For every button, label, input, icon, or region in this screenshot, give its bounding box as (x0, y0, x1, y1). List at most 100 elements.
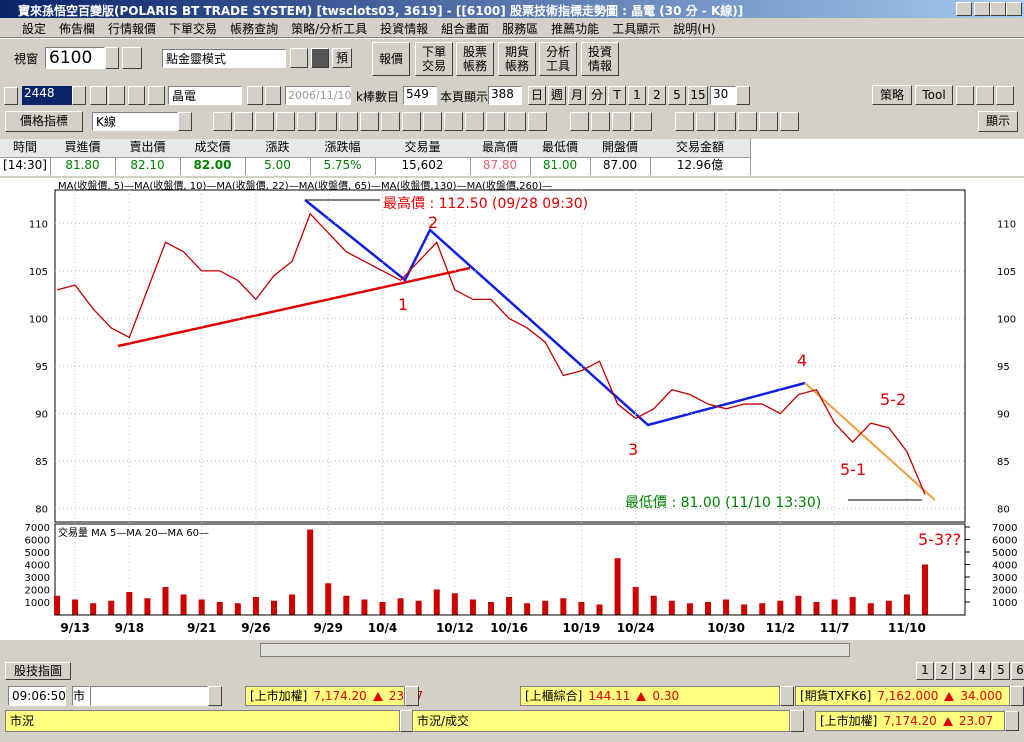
menu-item[interactable]: 服務區 (502, 21, 539, 36)
page-tab[interactable]: 4 (973, 662, 991, 680)
menu-item[interactable]: 行情報價 (108, 21, 157, 36)
prev-button[interactable] (247, 86, 263, 105)
tool-icon[interactable] (591, 112, 610, 131)
menu-item[interactable]: 說明(H) (673, 21, 716, 36)
icon-button[interactable] (148, 86, 165, 105)
period-button[interactable]: T (608, 86, 626, 105)
preset-button[interactable]: 預 (332, 48, 352, 68)
next-button[interactable] (265, 86, 281, 105)
dropdown[interactable] (72, 86, 86, 105)
dropdown[interactable] (1005, 711, 1019, 731)
menu-item[interactable]: 佈告欄 (59, 21, 96, 36)
tool-icon[interactable] (318, 112, 337, 131)
menu-item[interactable]: 投資情報 (380, 21, 429, 36)
page-tab[interactable]: 2 (935, 662, 953, 680)
menu-item[interactable]: 推薦功能 (551, 21, 600, 36)
icon-button[interactable] (996, 86, 1014, 105)
menu-item[interactable]: 策略/分析工具 (291, 21, 368, 36)
strategy-button[interactable]: 策略 (872, 85, 912, 105)
dropdown[interactable] (780, 686, 794, 706)
period-value[interactable]: 30 (710, 86, 736, 105)
menu-item[interactable]: 工具顯示 (612, 21, 661, 36)
period-button[interactable]: 2 (648, 86, 666, 105)
tool-button[interactable]: Tool (915, 85, 953, 105)
toolbar-button[interactable]: 期貨 帳務 (498, 42, 536, 76)
tool-icon[interactable] (360, 112, 379, 131)
page-show[interactable]: 388 (488, 86, 522, 105)
page-tab[interactable]: 6 (1011, 662, 1024, 680)
menu-item[interactable]: 設定 (22, 21, 47, 36)
tool-icon[interactable] (507, 112, 526, 131)
toolbar-button[interactable]: 股票 帳務 (456, 42, 494, 76)
tool-icon[interactable] (402, 112, 421, 131)
tool-icon[interactable] (528, 112, 547, 131)
dropdown[interactable] (736, 86, 750, 105)
tool-icon[interactable] (465, 112, 484, 131)
period-button[interactable]: 週 (548, 86, 566, 105)
tool-icon[interactable] (339, 112, 358, 131)
icon[interactable] (4, 87, 18, 105)
tool-icon[interactable] (633, 112, 652, 131)
dropdown[interactable] (1010, 686, 1024, 706)
toolbar-button[interactable]: 報價 (372, 42, 410, 76)
tool-icon[interactable] (717, 112, 736, 131)
period-button[interactable]: 1 (628, 86, 646, 105)
tool-icon[interactable] (444, 112, 463, 131)
menu-item[interactable]: 組合畫面 (441, 21, 490, 36)
period-button[interactable]: 日 (528, 86, 546, 105)
tab[interactable]: 股技指圖 (5, 662, 71, 680)
dropdown[interactable] (105, 47, 119, 69)
icon-button[interactable] (90, 86, 107, 105)
minimize-button[interactable] (974, 2, 990, 16)
icon-button[interactable] (108, 86, 125, 105)
tool-icon[interactable] (213, 112, 232, 131)
tool-icon[interactable] (255, 112, 274, 131)
tool-icon[interactable] (486, 112, 505, 131)
tool-icon[interactable] (297, 112, 316, 131)
bar-count[interactable]: 549 (403, 86, 437, 105)
close-button[interactable] (1006, 2, 1022, 16)
toolbar-button[interactable]: 分析 工具 (539, 42, 577, 76)
tool-icon[interactable] (612, 112, 631, 131)
icon-button[interactable] (976, 86, 994, 105)
dropdown[interactable] (178, 112, 192, 131)
toolbar-button[interactable]: 投資 情報 (581, 42, 619, 76)
indicator-button[interactable]: 價格指標 (5, 111, 83, 132)
tool-icon[interactable] (696, 112, 715, 131)
tool-icon[interactable] (780, 112, 799, 131)
tool-icon[interactable] (570, 112, 589, 131)
window-code[interactable]: 6100 (45, 47, 105, 69)
date[interactable]: 2006/11/10 (285, 86, 351, 105)
menu-button[interactable] (956, 2, 972, 16)
tool-icon[interactable] (381, 112, 400, 131)
icon-button[interactable] (956, 86, 974, 105)
mode-select[interactable]: 點金靈模式 (162, 49, 286, 68)
dropdown[interactable] (405, 686, 419, 706)
tool-icon[interactable] (276, 112, 295, 131)
search-button[interactable] (122, 47, 142, 69)
maximize-button[interactable] (990, 2, 1006, 16)
stock-code[interactable]: 2448 (22, 86, 72, 105)
menu-item[interactable]: 下單交易 (169, 21, 218, 36)
icon-button[interactable] (311, 48, 329, 68)
page-tab[interactable]: 5 (992, 662, 1010, 680)
tool-icon[interactable] (423, 112, 442, 131)
toolbar-button[interactable]: 下單 交易 (415, 42, 453, 76)
period-button[interactable]: 5 (668, 86, 686, 105)
period-button[interactable]: 15 (688, 86, 708, 105)
page-tab[interactable]: 3 (954, 662, 972, 680)
tool-icon[interactable] (234, 112, 253, 131)
period-button[interactable]: 分 (588, 86, 606, 105)
period-button[interactable]: 月 (568, 86, 586, 105)
stock-name[interactable]: 晶電 (168, 86, 242, 105)
icon-button[interactable] (290, 48, 308, 68)
menu-item[interactable]: 帳務查詢 (230, 21, 279, 36)
chart-kind[interactable]: K線 (92, 112, 178, 131)
tool-icon[interactable] (738, 112, 757, 131)
dropdown[interactable] (208, 686, 222, 706)
tool-icon[interactable] (759, 112, 778, 131)
scrollbar[interactable] (260, 643, 850, 657)
dropdown[interactable] (790, 710, 804, 732)
page-tab[interactable]: 1 (916, 662, 934, 680)
icon-button[interactable] (128, 86, 145, 105)
